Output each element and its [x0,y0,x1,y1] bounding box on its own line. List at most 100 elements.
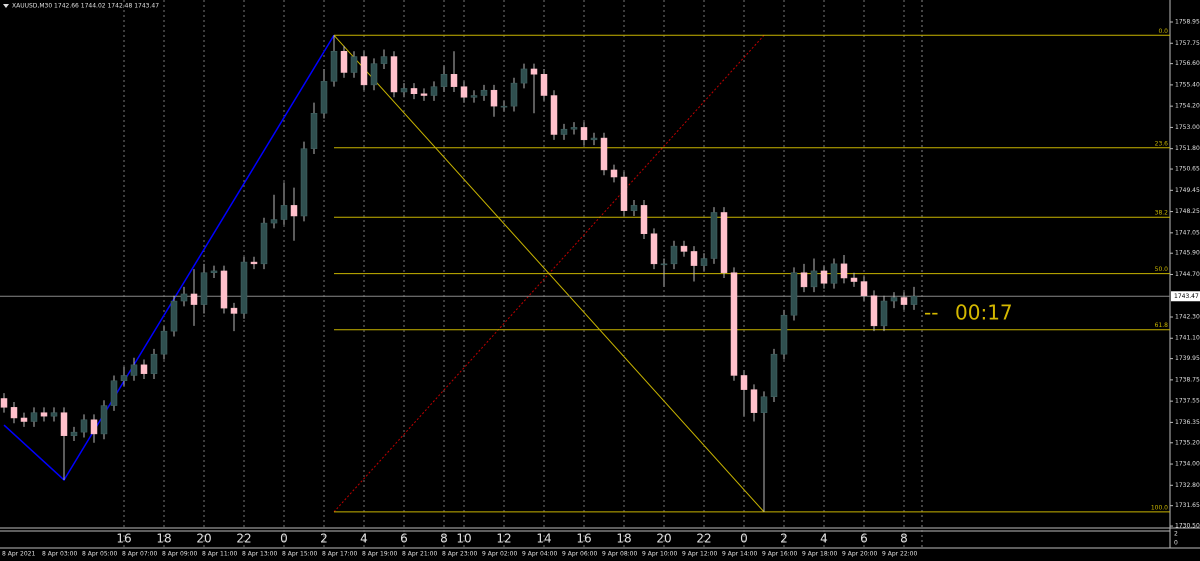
candle-body [410,88,418,95]
candle-body [680,245,688,252]
candle-body [270,219,278,224]
chart-title: XAUUSD,M30 1742.66 1744.02 1742.48 1743.… [12,3,159,10]
candle-body [620,176,628,211]
y-tick-label: 1755.40 [1175,81,1200,88]
fib-level-label: 0.0 [1158,28,1168,35]
candle-body [750,389,758,413]
candle-body [60,412,68,436]
candle-body [690,251,698,266]
candle-body [700,258,708,266]
candle-body [120,375,128,382]
hour-label: 4 [360,532,368,546]
hour-label: 6 [860,532,868,546]
candle-body [660,263,668,266]
x-tick-label: 8 Apr 17:00 [322,551,357,558]
candle-body [550,95,558,135]
x-tick-label: 9 Apr 18:00 [802,551,837,558]
hour-label: 2 [780,532,788,546]
x-tick-label: 8 Apr 21:00 [402,551,437,558]
y-tick-label: 1730.50 [1175,523,1200,530]
candle-body [540,74,548,96]
x-tick-label: 9 Apr 12:00 [682,551,717,558]
candle-body [610,169,618,178]
candle-body [370,63,378,86]
y-tick-label: 1739.95 [1175,355,1200,362]
candle-body [130,364,138,376]
candle-body [320,81,328,114]
hour-label: 10 [456,532,471,546]
candle-body [440,74,448,87]
candle-body [420,93,428,96]
candle-body [70,431,78,436]
hour-label: 8 [440,532,448,546]
fib-level-label: 61.8 [1155,322,1169,329]
candle-body [100,405,108,435]
candle-body [850,277,858,282]
y-tick-label: 1744.70 [1175,271,1200,278]
subwindow-scale: 0 [1174,540,1178,547]
hour-label: 4 [820,532,828,546]
candle-body [230,307,238,314]
candle-body [870,295,878,327]
timer-prefix: -- [924,301,938,325]
y-tick-label: 1754.20 [1175,103,1200,110]
y-tick-label: 1731.65 [1175,502,1200,509]
current-price-box [1171,291,1200,302]
x-tick-label: 8 Apr 11:00 [202,551,237,558]
candle-body [520,68,528,84]
candle-body [650,233,658,265]
candle-body [360,56,368,86]
candle-body [20,417,28,422]
candle-body [170,300,178,332]
y-tick-label: 1756.60 [1175,60,1200,67]
candle-body [800,272,808,288]
candle-body [880,300,888,327]
candle-body [280,205,288,220]
hour-label: 18 [156,532,171,546]
candle-body [720,212,728,273]
x-tick-label: 8 Apr 05:00 [82,551,117,558]
y-tick-label: 1742.30 [1175,313,1200,320]
candle-body [640,205,648,234]
candle-body [290,205,298,217]
candle-body [530,68,538,75]
x-tick-label: 8 Apr 03:00 [42,551,77,558]
candle-body [830,263,838,284]
candle-body [180,293,188,302]
candle-body [190,293,198,305]
candle-body [560,128,568,135]
y-tick-label: 1753.00 [1175,124,1200,131]
y-tick-label: 1737.55 [1175,398,1200,405]
x-tick-label: 8 Apr 15:00 [282,551,317,558]
candle-body [340,50,348,73]
hour-label: 0 [740,532,748,546]
candle-body [770,353,778,397]
fib-level-label: 23.6 [1155,140,1169,147]
subwindow-scale: 2 [1174,531,1178,538]
hour-label: 22 [696,532,711,546]
candle-body [710,212,718,259]
candle-timer: 00:17 [955,301,1013,325]
candle-body [50,412,58,417]
candle-body [250,261,258,265]
hour-label: 2 [320,532,328,546]
fib-level-label: 100.0 [1151,504,1168,511]
candle-body [90,419,98,435]
x-tick-label: 8 Apr 23:00 [442,551,477,558]
candle-body [450,74,458,87]
hour-label: 16 [576,532,591,546]
candle-body [510,82,518,107]
y-tick-label: 1757.75 [1175,40,1200,47]
candle-body [570,127,578,130]
title-arrow [3,4,9,8]
candle-body [380,56,388,64]
y-tick-label: 1738.75 [1175,376,1200,383]
candle-body [330,50,338,82]
candle-body [860,281,868,296]
candle-body [200,272,208,305]
y-tick-label: 1748.25 [1175,208,1200,215]
candle-body [460,86,468,98]
candle-body [140,364,148,374]
